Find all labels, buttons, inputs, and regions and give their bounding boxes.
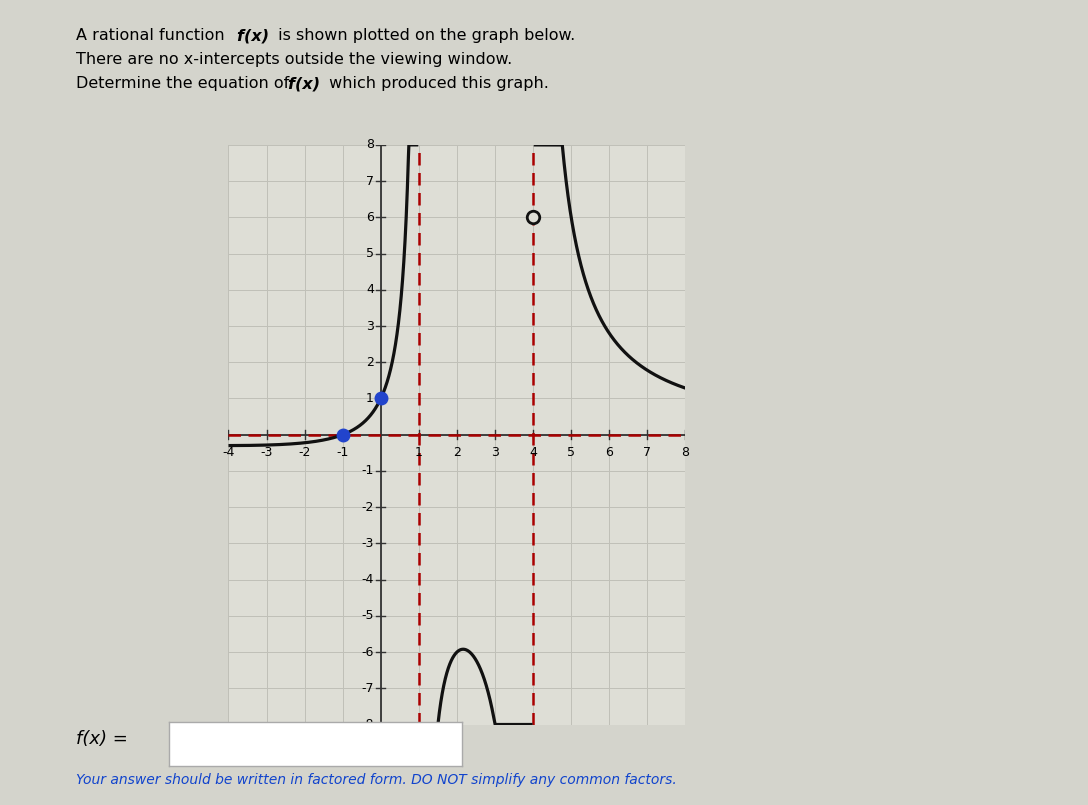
Text: -2: -2 [298,446,311,460]
Text: 6: 6 [366,211,374,224]
Text: 6: 6 [605,446,614,460]
Text: Your answer should be written in factored form. DO NOT simplify any common facto: Your answer should be written in factore… [76,774,677,787]
Text: -4: -4 [222,446,235,460]
Text: 4: 4 [529,446,537,460]
Text: 1: 1 [415,446,423,460]
Text: Determine the equation of: Determine the equation of [76,76,295,92]
Text: which produced this graph.: which produced this graph. [324,76,549,92]
Text: -7: -7 [361,682,374,695]
Text: 5: 5 [366,247,374,260]
Text: is shown plotted on the graph below.: is shown plotted on the graph below. [273,28,576,43]
Text: f​(​x​): f​(​x​) [288,76,321,92]
Text: f(x) =: f(x) = [76,730,128,748]
Text: -6: -6 [361,646,374,658]
Text: A rational function: A rational function [76,28,230,43]
Text: 7: 7 [643,446,652,460]
Text: -1: -1 [361,464,374,477]
Text: -3: -3 [361,537,374,550]
Text: -3: -3 [260,446,273,460]
Text: 7: 7 [366,175,374,188]
Text: f​(​x​): f​(​x​) [237,28,270,43]
Text: There are no x-intercepts outside the viewing window.: There are no x-intercepts outside the vi… [76,52,512,68]
Text: 2: 2 [453,446,461,460]
Text: 8: 8 [366,138,374,151]
Text: -1: -1 [336,446,349,460]
Text: 4: 4 [366,283,374,296]
Text: 3: 3 [366,320,374,332]
Text: -5: -5 [361,609,374,622]
Text: 5: 5 [567,446,576,460]
Text: 1: 1 [366,392,374,405]
Text: -2: -2 [361,501,374,514]
Text: -4: -4 [361,573,374,586]
Text: 2: 2 [366,356,374,369]
Text: 8: 8 [681,446,690,460]
Text: 3: 3 [491,446,499,460]
Text: -8: -8 [361,718,374,731]
